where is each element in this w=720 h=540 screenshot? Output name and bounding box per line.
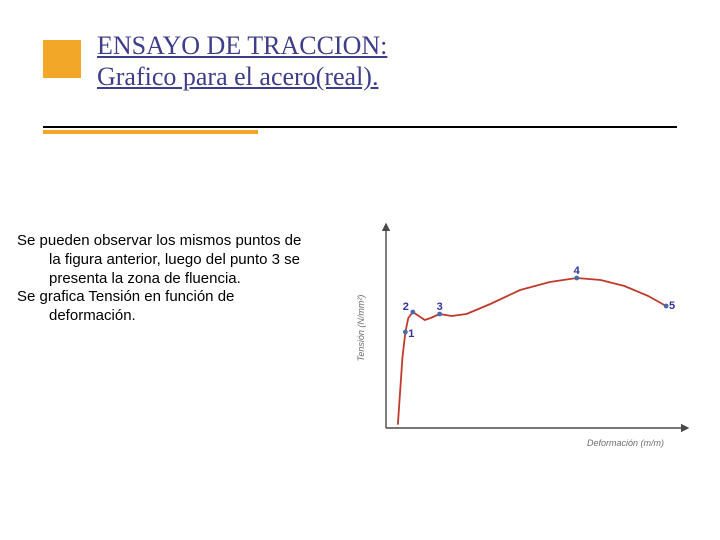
stress-strain-curve bbox=[398, 278, 666, 424]
paragraph-2: Se grafica Tensión en función de deforma… bbox=[17, 288, 317, 326]
title-line-1: ENSAYO DE TRACCION: bbox=[97, 31, 387, 60]
paragraph-1: Se pueden observar los mismos puntos de … bbox=[17, 232, 317, 288]
accent-square bbox=[43, 40, 81, 78]
curve-point-label-5: 5 bbox=[669, 300, 675, 312]
header: ENSAYO DE TRACCION: Grafico para el acer… bbox=[43, 22, 677, 152]
curve-point-5 bbox=[664, 304, 669, 309]
chart-svg: 1 2 3 4 5 Deformación (m/m) Tensión (N/mm²) bbox=[348, 218, 696, 458]
x-axis-label: Deformación (m/m) bbox=[587, 438, 664, 448]
slide-title: ENSAYO DE TRACCION: Grafico para el acer… bbox=[97, 30, 387, 92]
curve-point-label-4: 4 bbox=[574, 265, 581, 277]
curve-point-label-1: 1 bbox=[408, 328, 414, 340]
title-line-2: Grafico para el acero(real). bbox=[97, 61, 387, 92]
y-axis-label: Tensión (N/mm²) bbox=[356, 295, 366, 362]
curve-point-label-3: 3 bbox=[437, 301, 443, 313]
header-accent-rule bbox=[43, 130, 258, 134]
curve-point-label-2: 2 bbox=[403, 301, 409, 313]
body-text: Se pueden observar los mismos puntos de … bbox=[17, 232, 317, 326]
curve-point-2 bbox=[410, 310, 415, 315]
header-rule bbox=[43, 126, 677, 128]
slide: ENSAYO DE TRACCION: Grafico para el acer… bbox=[0, 0, 720, 540]
stress-strain-chart: 1 2 3 4 5 Deformación (m/m) Tensión (N/mm²) bbox=[348, 218, 696, 458]
curve-point-1 bbox=[403, 330, 408, 335]
